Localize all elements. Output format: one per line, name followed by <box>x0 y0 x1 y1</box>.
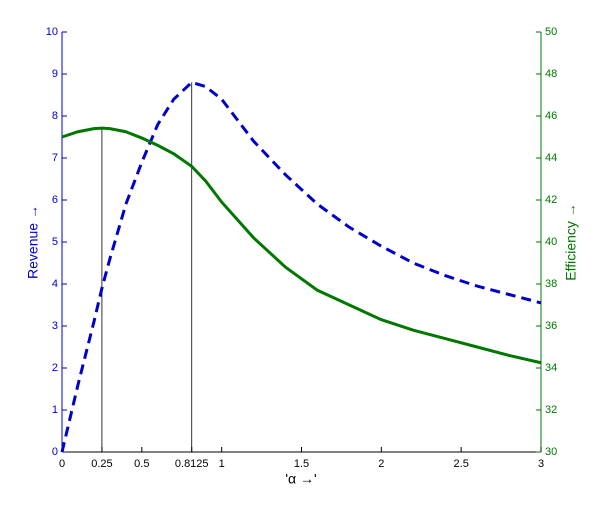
y-tick-label: 5 <box>52 236 58 248</box>
y-tick-label: 4 <box>52 278 58 290</box>
series-line <box>60 80 542 453</box>
y-tick-label: 10 <box>46 26 58 38</box>
x-tick-label: 1.5 <box>294 458 309 470</box>
x-tick-label: 0.8125 <box>175 458 209 470</box>
y2-tick-label: 48 <box>545 68 557 80</box>
x-tick-label: 3 <box>538 458 544 470</box>
x-tick-label: 1 <box>219 458 225 470</box>
y2-tick-label: 38 <box>545 278 557 290</box>
y-axis-label: Revenue → <box>25 205 41 279</box>
y2-tick-label: 34 <box>545 362 557 374</box>
y-tick-label: 9 <box>52 68 58 80</box>
x-axis-label: 'α →' <box>285 471 316 487</box>
y-tick-label: 7 <box>52 152 58 164</box>
y2-axis-label: Efficiency → <box>563 203 579 281</box>
y-tick-label: 6 <box>52 194 58 206</box>
y-tick-label: 0 <box>52 446 58 458</box>
y-tick-label: 3 <box>52 320 58 332</box>
y2-tick-label: 50 <box>545 26 557 38</box>
x-tick-label: 2.5 <box>454 458 469 470</box>
y2-tick-label: 44 <box>545 152 557 164</box>
y-tick-label: 1 <box>52 404 58 416</box>
y-tick-label: 2 <box>52 362 58 374</box>
y2-tick-label: 42 <box>545 194 557 206</box>
y2-tick-label: 40 <box>545 236 557 248</box>
y-tick-label: 8 <box>52 110 58 122</box>
series-line <box>61 126 542 365</box>
x-tick-label: 0.25 <box>91 458 112 470</box>
x-tick-label: 0.5 <box>134 458 149 470</box>
y2-tick-label: 32 <box>545 404 557 416</box>
x-tick-label: 0 <box>59 458 65 470</box>
y2-tick-label: 36 <box>545 320 557 332</box>
y2-tick-label: 30 <box>545 446 557 458</box>
y2-tick-label: 46 <box>545 110 557 122</box>
x-tick-label: 2 <box>378 458 384 470</box>
